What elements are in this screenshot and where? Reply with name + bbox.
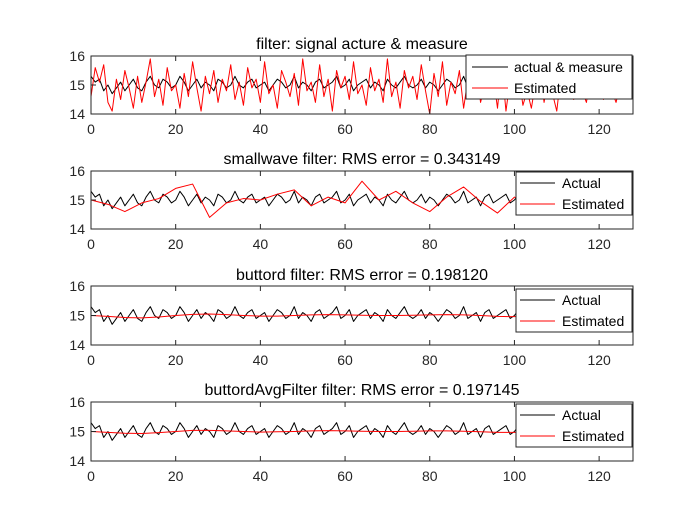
x-tick-label: 80 [422, 121, 438, 137]
y-tick-label: 14 [69, 106, 85, 122]
y-tick-label: 14 [69, 453, 85, 469]
y-tick-label: 16 [69, 48, 85, 64]
x-tick-label: 0 [87, 236, 95, 252]
x-tick-label: 60 [337, 352, 353, 368]
subplot-title: buttord filter: RMS error = 0.198120 [236, 267, 488, 284]
subplot-signal-measure: filter: signal acture & measure 0 20 40 60 8… [69, 36, 634, 137]
subplot-title: filter: signal acture & measure [256, 36, 468, 53]
x-tick-label: 20 [168, 121, 184, 137]
legend-label-estimated: Estimated [514, 80, 576, 96]
x-tick-label: 100 [503, 352, 527, 368]
y-tick-label: 14 [69, 221, 85, 237]
x-tick-label: 80 [422, 352, 438, 368]
x-tick-label: 60 [337, 121, 353, 137]
y-tick-label: 15 [69, 77, 85, 93]
legend-label-actual: Actual [562, 175, 601, 191]
legend-box [465, 54, 633, 100]
x-tick-label: 40 [253, 468, 269, 484]
x-tick-label: 20 [168, 468, 184, 484]
legend-label-actual: Actual [562, 292, 601, 308]
x-tick-label: 100 [503, 236, 527, 252]
x-tick-label: 0 [87, 352, 95, 368]
legend: actual & measure Estimated [465, 54, 633, 100]
x-tick-label: 0 [87, 468, 95, 484]
y-tick-label: 15 [69, 308, 85, 324]
subplot-buttord-avg: buttordAvgFilter filter: RMS error = 0.1… [69, 382, 634, 484]
subplot-title: buttordAvgFilter filter: RMS error = 0.1… [205, 382, 520, 399]
legend-label-estimated: Estimated [562, 313, 624, 329]
x-tick-label: 20 [168, 352, 184, 368]
x-tick-label: 100 [503, 468, 527, 484]
x-tick-label: 120 [587, 236, 611, 252]
y-tick-label: 16 [69, 278, 85, 294]
subplot-buttord: buttord filter: RMS error = 0.198120 0 20… [69, 267, 634, 368]
y-tick-label: 16 [69, 394, 85, 410]
x-tick-label: 120 [587, 121, 611, 137]
x-tick-label: 40 [253, 121, 269, 137]
legend: Actual Estimated [515, 171, 633, 216]
x-tick-label: 80 [422, 468, 438, 484]
legend-label-estimated: Estimated [562, 196, 624, 212]
legend-label-estimated: Estimated [562, 428, 624, 444]
y-tick-label: 14 [69, 337, 85, 353]
legend-label-actual-measure: actual & measure [514, 59, 623, 75]
legend-box [515, 403, 633, 448]
legend-box [515, 288, 633, 333]
x-tick-label: 60 [337, 468, 353, 484]
x-tick-label: 20 [168, 236, 184, 252]
legend-label-actual: Actual [562, 407, 601, 423]
subplot-smallwave: smallwave filter: RMS error = 0.343149 0… [69, 151, 634, 252]
x-tick-label: 80 [422, 236, 438, 252]
x-tick-label: 120 [587, 352, 611, 368]
y-tick-label: 15 [69, 192, 85, 208]
y-tick-label: 16 [69, 163, 85, 179]
x-tick-label: 40 [253, 352, 269, 368]
x-tick-label: 100 [503, 121, 527, 137]
subplot-title: smallwave filter: RMS error = 0.343149 [224, 151, 501, 168]
x-tick-label: 60 [337, 236, 353, 252]
x-tick-label: 40 [253, 236, 269, 252]
x-tick-label: 120 [587, 468, 611, 484]
legend-box [515, 171, 633, 216]
x-tick-label: 0 [87, 121, 95, 137]
legend: Actual Estimated [515, 288, 633, 333]
y-tick-label: 15 [69, 424, 85, 440]
legend: Actual Estimated [515, 403, 633, 448]
